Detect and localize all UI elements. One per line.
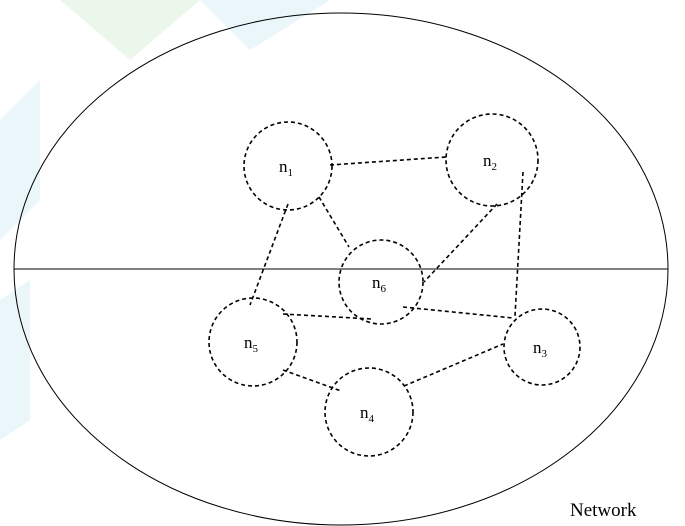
node-n3: n3 [503,308,581,386]
node-n5: n5 [208,297,298,387]
network-caption: Network [570,500,637,521]
node-circle-n3 [503,308,581,386]
edge-n2-n6 [423,203,498,283]
edge-n6-n3 [402,306,514,319]
edge-n1-n2 [329,156,447,166]
node-n4: n4 [324,367,414,457]
node-circle-n5 [208,297,298,387]
node-label-n3: n3 [533,338,548,360]
edge-n5-n4 [282,369,342,392]
nodes-group: n1 n2 n3 n4 n5 n6 [208,113,581,457]
node-label-n1: n1 [279,157,293,179]
node-label-n2: n2 [483,151,497,173]
node-label-n6: n6 [372,273,387,295]
watermark-logo [0,0,330,440]
edges-group [249,156,524,392]
node-n2: n2 [445,113,539,207]
node-n1: n1 [243,121,333,211]
edge-n4-n3 [403,343,504,387]
node-circle-n1 [243,121,333,211]
edge-n1-n5 [249,203,289,306]
node-label-n5: n5 [244,333,259,355]
node-circle-n2 [445,113,539,207]
node-circle-n4 [324,367,414,457]
node-circle-n6 [338,239,424,325]
edge-n5-n6 [282,313,373,320]
node-n6: n6 [338,239,424,325]
node-label-n4: n4 [360,403,375,425]
edge-n1-n6 [318,196,350,248]
edge-n2-n3 [514,171,524,317]
